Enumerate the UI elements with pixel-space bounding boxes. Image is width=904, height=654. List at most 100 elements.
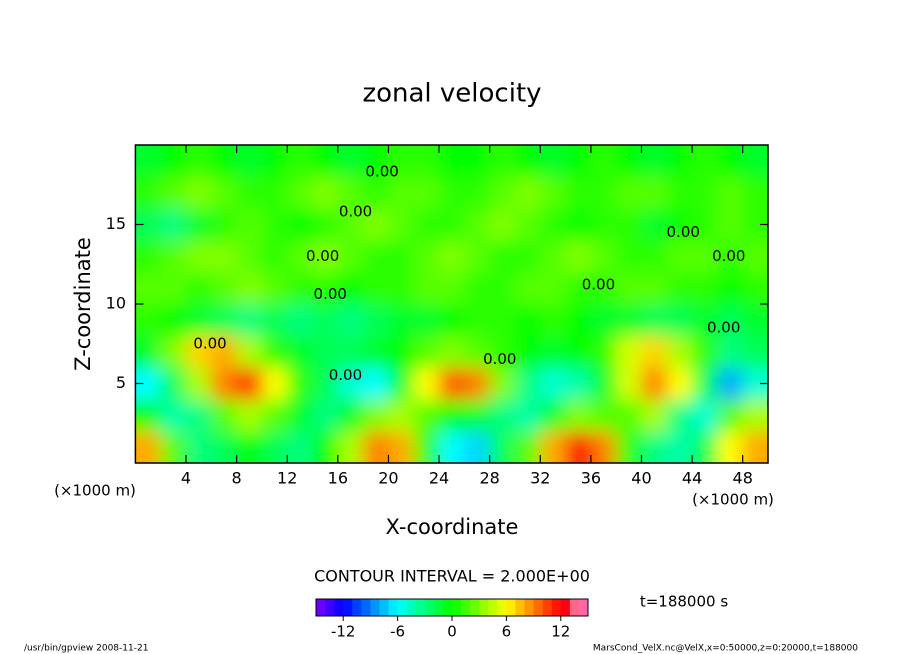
field-cell [363,399,389,432]
field-cell [692,335,718,369]
field-cell [439,176,465,210]
field-cell [135,399,162,432]
field-cell [388,176,415,210]
x-unit: (×1000 m) [692,491,774,509]
field-cell [489,208,516,241]
field-cell [692,176,718,210]
colorbar-step [470,599,480,616]
field-cell [692,272,718,305]
field-cell [590,145,617,178]
field-cell [261,431,288,463]
field-cell [211,176,238,210]
field-cell [489,431,516,463]
field-cell [692,304,718,337]
field-cell [616,176,642,210]
field-cell [287,399,314,432]
colorbar-step [370,599,380,616]
x-tick-label: 32 [530,469,550,488]
field-cell [312,399,339,432]
x-tick-label: 12 [277,469,297,488]
field-cell [312,240,339,273]
field-cell [261,240,288,273]
colorbar-step [452,599,462,616]
field-cell [363,431,389,463]
field-cell [717,399,744,432]
field-cell [641,431,668,463]
field-cell [236,176,263,210]
colorbar-step [479,599,489,616]
field-cell [590,335,617,369]
field-cell [666,304,693,337]
x-tick-label: 4 [181,469,191,488]
field-cell [413,367,440,400]
field-cell [413,335,440,369]
field-cell [717,240,744,273]
field-cell [489,335,516,369]
field-cell [692,145,718,178]
field-cell [312,367,339,400]
field-cell [413,399,440,432]
contour-interval: CONTOUR INTERVAL = 2.000E+00 [314,567,590,586]
field-cell [363,304,389,337]
field-cell [363,145,389,178]
field-cell [692,240,718,273]
field-cell [186,176,212,210]
field-cell [742,399,768,432]
field-cell [211,145,238,178]
field-cell [464,176,491,210]
field-cell [616,335,642,369]
field-cells [135,145,768,463]
field-cell [413,208,440,241]
field-cell [186,272,212,305]
field-cell [312,272,339,305]
field-cell [616,240,642,273]
field-cell [616,272,642,305]
field-cell [692,367,718,400]
field-cell [514,208,541,241]
field-cell [540,367,567,400]
field-cell [261,176,288,210]
field-cell [641,208,668,241]
field-cell [742,145,768,178]
x-tick-label: 28 [479,469,499,488]
x-tick-label: 48 [733,469,753,488]
field-cell [641,240,668,273]
field-cell [565,272,592,305]
field-cell [641,367,668,400]
x-tick-label: 8 [232,469,242,488]
field-cell [641,399,668,432]
colorbar-step [316,599,326,616]
field-cell [312,208,339,241]
x-tick-label: 40 [631,469,651,488]
field-cell [261,208,288,241]
field-cell [439,240,465,273]
field-cell [160,304,187,337]
field-cell [413,272,440,305]
field-cell [211,431,238,463]
field-cell [211,367,238,400]
field-cell [363,176,389,210]
field-cell [388,335,415,369]
field-cell [337,176,364,210]
field-cell [641,176,668,210]
field-cell [464,304,491,337]
colorbar-step [551,599,562,616]
field-cell [439,399,465,432]
field-cell [514,240,541,273]
field-cell [135,431,162,463]
field-cell [211,272,238,305]
colorbar-step [506,599,516,616]
field-cell [337,240,364,273]
colorbar-step [379,599,389,616]
field-cell [666,145,693,178]
field-cell [540,272,567,305]
contour-label: 0.00 [314,285,347,303]
field-cell [590,399,617,432]
field-cell [590,176,617,210]
field-cell [236,367,263,400]
field-cell [211,335,238,369]
colorbar-tick-label: 0 [447,623,457,641]
field-cell [160,431,187,463]
field-cell [287,208,314,241]
field-cell [287,240,314,273]
